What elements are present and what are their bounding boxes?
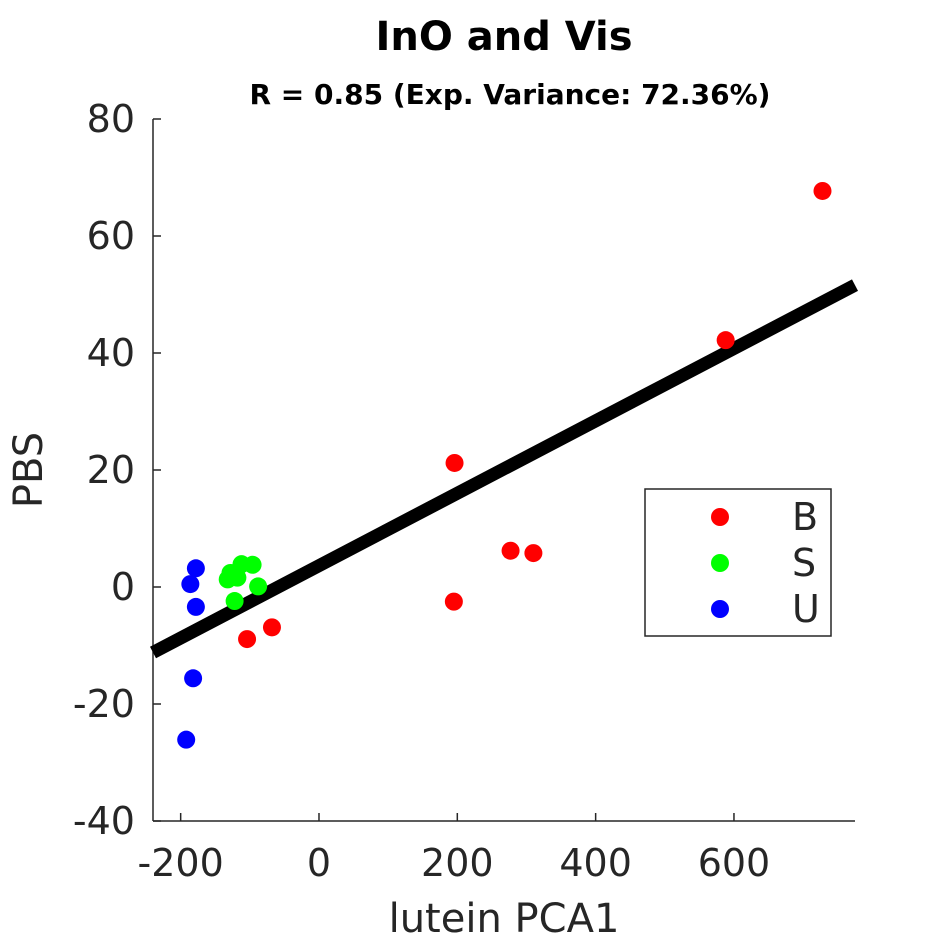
y-tick-label: 20	[87, 448, 135, 492]
legend: BSU	[644, 488, 832, 637]
data-point-b	[238, 630, 257, 649]
data-points	[177, 181, 832, 749]
data-point-b	[445, 453, 464, 472]
chart-subtitle: R = 0.85 (Exp. Variance: 72.36%)	[250, 78, 771, 111]
x-tick-label: 0	[307, 841, 331, 885]
data-point-s	[221, 563, 240, 582]
data-point-u	[186, 559, 205, 578]
data-point-u	[177, 730, 196, 749]
data-point-b	[716, 331, 735, 350]
legend-marker-s	[711, 554, 729, 572]
x-tick-label: 200	[421, 841, 494, 885]
data-point-u	[184, 669, 203, 688]
chart-title: InO and Vis	[375, 14, 632, 60]
x-tick-label: 400	[559, 841, 632, 885]
data-point-s	[243, 555, 262, 574]
y-tick-label: -20	[73, 682, 135, 726]
legend-label-s: S	[792, 541, 816, 585]
data-point-b	[524, 544, 543, 563]
y-tick-label: 0	[111, 565, 135, 609]
data-point-b	[813, 181, 832, 200]
data-point-s	[225, 592, 244, 611]
data-point-b	[262, 618, 281, 637]
regression-line	[149, 279, 859, 659]
data-point-u	[186, 597, 205, 616]
x-tick-label: 600	[698, 841, 771, 885]
legend-marker-b	[711, 508, 729, 526]
x-tick-label: -200	[138, 841, 224, 885]
fit-line-layer	[149, 279, 859, 659]
legend-label-b: B	[792, 495, 818, 539]
x-axis-label: lutein PCA1	[389, 896, 620, 942]
y-tick-label: 60	[87, 214, 135, 258]
data-point-s	[249, 577, 268, 596]
legend-box	[644, 488, 832, 637]
y-tick-label: -40	[73, 799, 135, 843]
legend-marker-u	[711, 600, 729, 618]
data-point-b	[444, 592, 463, 611]
y-tick-label: 40	[87, 331, 135, 375]
data-point-b	[501, 541, 520, 560]
legend-label-u: U	[792, 587, 820, 631]
data-point-u	[181, 575, 200, 594]
y-tick-label: 80	[87, 97, 135, 141]
y-axis-label: PBS	[6, 432, 52, 508]
